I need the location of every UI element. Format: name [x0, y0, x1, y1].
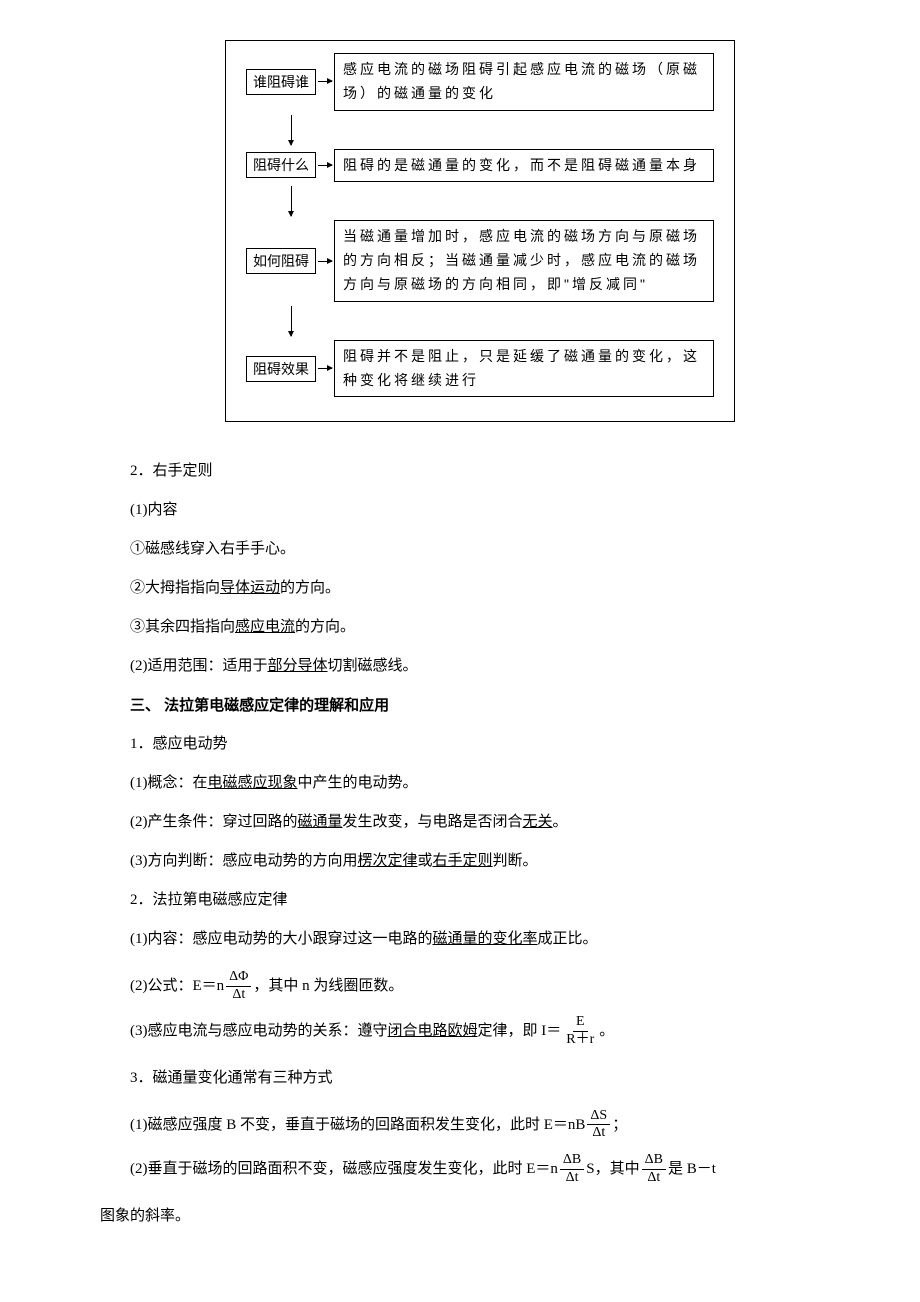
flowchart: 谁阻碍谁 感应电流的磁场阻碍引起感应电流的磁场（原磁场）的磁通量的变化 阻碍什么… — [225, 40, 735, 422]
s3-p3-1: (1)磁感应强度 B 不变，垂直于磁场的回路面积发生变化，此时 E＝nB ΔSΔ… — [100, 1108, 860, 1143]
section-2-item1: ①磁感线穿入右手手心。 — [100, 530, 860, 569]
section-2-sub1: (1)内容 — [100, 491, 860, 530]
flow-row-3: 如何阻碍 当磁通量增加时，感应电流的磁场方向与原磁场的方向相反；当磁通量减少时，… — [246, 220, 714, 301]
arrow-down-icon — [291, 115, 292, 145]
flow-label: 谁阻碍谁 — [246, 69, 316, 95]
fraction-icon: ΔSΔt — [587, 1108, 610, 1143]
s3-p2-1: (1)内容：感应电动势的大小跟穿过这一电路的磁通量的变化率成正比。 — [100, 920, 860, 959]
flow-row-4: 阻碍效果 阻碍并不是阻止，只是延缓了磁通量的变化，这种变化将继续进行 — [246, 340, 714, 398]
arrow-down-icon — [291, 306, 292, 336]
fraction-icon: ΔΦΔt — [226, 969, 251, 1004]
section-2-title: 2．右手定则 — [100, 452, 860, 491]
flow-label: 如何阻碍 — [246, 248, 316, 274]
arrow-right-icon — [318, 81, 332, 82]
flow-label: 阻碍效果 — [246, 356, 316, 382]
flow-content: 阻碍的是磁通量的变化，而不是阻碍磁通量本身 — [334, 149, 714, 183]
fraction-icon: ΔBΔt — [642, 1152, 666, 1187]
section-3-heading: 三、 法拉第电磁感应定律的理解和应用 — [100, 686, 860, 725]
flow-row-1: 谁阻碍谁 感应电流的磁场阻碍引起感应电流的磁场（原磁场）的磁通量的变化 — [246, 53, 714, 111]
flow-row-2: 阻碍什么 阻碍的是磁通量的变化，而不是阻碍磁通量本身 — [246, 149, 714, 183]
flow-label: 阻碍什么 — [246, 152, 316, 178]
s3-p1: 1．感应电动势 — [100, 725, 860, 764]
s3-p3-2-cont: 图象的斜率。 — [100, 1197, 860, 1236]
fraction-icon: ER＋r — [563, 1014, 597, 1049]
arrow-down-icon — [291, 186, 292, 216]
section-2-item2: ②大拇指指向导体运动的方向。 — [100, 569, 860, 608]
s3-p3-2: (2)垂直于磁场的回路面积不变，磁感应强度发生变化，此时 E＝n ΔBΔt S，… — [100, 1152, 860, 1187]
s3-p2-2: (2)公式：E＝n ΔΦΔt ，其中 n 为线圈匝数。 — [100, 969, 860, 1004]
flow-content: 阻碍并不是阻止，只是延缓了磁通量的变化，这种变化将继续进行 — [334, 340, 714, 398]
section-2-item3: ③其余四指指向感应电流的方向。 — [100, 608, 860, 647]
section-2-sub2: (2)适用范围：适用于部分导体切割磁感线。 — [100, 647, 860, 686]
s3-p1-1: (1)概念：在电磁感应现象中产生的电动势。 — [100, 764, 860, 803]
flow-content: 当磁通量增加时，感应电流的磁场方向与原磁场的方向相反；当磁通量减少时，感应电流的… — [334, 220, 714, 301]
s3-p1-2: (2)产生条件：穿过回路的磁通量发生改变，与电路是否闭合无关。 — [100, 803, 860, 842]
s3-p2-3: (3)感应电流与感应电动势的关系：遵守闭合电路欧姆定律，即 I＝ ER＋r 。 — [100, 1014, 860, 1049]
flow-content: 感应电流的磁场阻碍引起感应电流的磁场（原磁场）的磁通量的变化 — [334, 53, 714, 111]
fraction-icon: ΔBΔt — [560, 1152, 584, 1187]
s3-p1-3: (3)方向判断：感应电动势的方向用楞次定律或右手定则判断。 — [100, 842, 860, 881]
arrow-right-icon — [318, 165, 332, 166]
s3-p2: 2．法拉第电磁感应定律 — [100, 881, 860, 920]
s3-p3: 3．磁通量变化通常有三种方式 — [100, 1059, 860, 1098]
arrow-right-icon — [318, 368, 332, 369]
arrow-right-icon — [318, 261, 332, 262]
